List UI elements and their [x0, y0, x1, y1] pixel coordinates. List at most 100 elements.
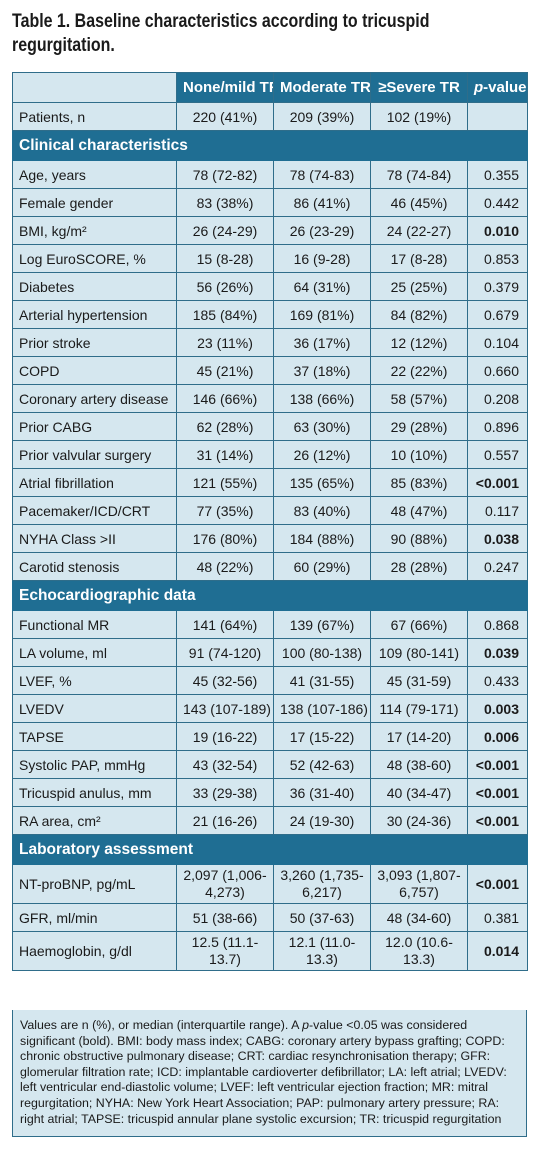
table-row: Systolic PAP, mmHg 43 (32-54) 52 (42-63) 48…	[12, 750, 528, 779]
table-row: RA area, cm² 21 (16-26) 24 (19-30) 30 (24-3…	[12, 806, 528, 835]
cell-severe: 24 (22-27)	[370, 216, 468, 245]
header-p-italic: p	[474, 79, 484, 96]
row-label: Pacemaker/ICD/CRT	[12, 496, 177, 525]
cell-moderate: 50 (37-63)	[273, 903, 371, 932]
clinical-section: Clinical characteristics Age, years 78 (7…	[12, 130, 528, 581]
cell-none-mild: 26 (24-29)	[176, 216, 274, 245]
cell-severe: 45 (31-59)	[370, 666, 468, 695]
cell-p-value: 0.381	[467, 903, 528, 932]
cell-moderate: 37 (18%)	[273, 356, 371, 385]
row-label: TAPSE	[12, 722, 177, 751]
cell-severe: 46 (45%)	[370, 188, 468, 217]
cell-moderate: 60 (29%)	[273, 552, 371, 581]
cell-moderate: 138 (66%)	[273, 384, 371, 413]
table-caption: Table 1. Baseline characteristics accord…	[12, 11, 430, 56]
row-label: NT-proBNP, pg/mL	[12, 864, 177, 904]
table-row: Coronary artery disease 146 (66%) 138 (66%…	[12, 384, 528, 413]
cell-moderate: 36 (31-40)	[273, 778, 371, 807]
cell-moderate: 63 (30%)	[273, 412, 371, 441]
cell-moderate: 16 (9-28)	[273, 244, 371, 273]
cell-none-mild: 91 (74-120)	[176, 638, 274, 667]
row-label: Tricuspid anulus, mm	[12, 778, 177, 807]
cell-moderate: 41 (31-55)	[273, 666, 371, 695]
cell-p-value: 0.557	[467, 440, 528, 469]
table-row: GFR, ml/min 51 (38-66) 50 (37-63) 48 (34-60…	[12, 903, 528, 932]
cell-none-mild: 19 (16-22)	[176, 722, 274, 751]
row-label: Log EuroSCORE, %	[12, 244, 177, 273]
header-severe-tr: ≥Severe TR	[370, 72, 468, 103]
cell-none-mild: 48 (22%)	[176, 552, 274, 581]
cell-p-value: 0.442	[467, 188, 528, 217]
cell-p-value: 0.355	[467, 160, 528, 189]
cell-none-mild: 12.5 (11.1-13.7)	[176, 931, 274, 971]
cell-none-mild: 45 (21%)	[176, 356, 274, 385]
cell-p-value: 0.433	[467, 666, 528, 695]
cell-none-mild: 43 (32-54)	[176, 750, 274, 779]
row-label: RA area, cm²	[12, 806, 177, 835]
cell-severe: 58 (57%)	[370, 384, 468, 413]
cell-p-value: 0.039	[467, 638, 528, 667]
row-label: Diabetes	[12, 272, 177, 301]
lab-section: Laboratory assessment NT-proBNP, pg/mL 2,…	[12, 834, 528, 971]
row-label: Systolic PAP, mmHg	[12, 750, 177, 779]
cell-p-value: 0.014	[467, 931, 528, 971]
table-footnote: Values are n (%), or median (interquarti…	[12, 1010, 527, 1138]
cell-moderate: 135 (65%)	[273, 468, 371, 497]
cell-severe: 29 (28%)	[370, 412, 468, 441]
table-row: Atrial fibrillation 121 (55%) 135 (65%) 85 …	[12, 468, 528, 497]
cell-none-mild: 51 (38-66)	[176, 903, 274, 932]
cell-severe: 48 (38-60)	[370, 750, 468, 779]
cell-p-value: 0.003	[467, 694, 528, 723]
cell-none-mild: 56 (26%)	[176, 272, 274, 301]
header-none-mild-tr: None/mild TR	[176, 72, 274, 103]
row-label: Patients, n	[12, 102, 177, 131]
cell-severe: 17 (14-20)	[370, 722, 468, 751]
cell-none-mild: 121 (55%)	[176, 468, 274, 497]
cell-p-value: 0.038	[467, 524, 528, 553]
cell-severe: 90 (88%)	[370, 524, 468, 553]
cell-p-value: 0.896	[467, 412, 528, 441]
cell-severe: 30 (24-36)	[370, 806, 468, 835]
cell-p-value: 0.379	[467, 272, 528, 301]
section-header: Laboratory assessment	[12, 834, 528, 865]
cell-p-value: 0.660	[467, 356, 528, 385]
cell-none-mild: 185 (84%)	[176, 300, 274, 329]
cell-severe: 10 (10%)	[370, 440, 468, 469]
table-row: Carotid stenosis 48 (22%) 60 (29%) 28 (28%)…	[12, 552, 528, 581]
cell-severe: 109 (80-141)	[370, 638, 468, 667]
table-row: Female gender 83 (38%) 86 (41%) 46 (45%) 0.4…	[12, 188, 528, 217]
table-row: Diabetes 56 (26%) 64 (31%) 25 (25%) 0.379	[12, 272, 528, 301]
cell-severe: 12.0 (10.6-13.3)	[370, 931, 468, 971]
cell-severe: 102 (19%)	[370, 102, 468, 131]
row-label: LVEDV	[12, 694, 177, 723]
header-p-value: p-value	[467, 72, 528, 103]
cell-moderate: 139 (67%)	[273, 610, 371, 639]
echo-section: Echocardiographic data Functional MR 141 …	[12, 580, 528, 835]
table-row: NYHA Class >II 176 (80%) 184 (88%) 90 (88%)…	[12, 524, 528, 553]
cell-moderate: 184 (88%)	[273, 524, 371, 553]
cell-p-value: 0.679	[467, 300, 528, 329]
cell-none-mild: 83 (38%)	[176, 188, 274, 217]
cell-severe: 22 (22%)	[370, 356, 468, 385]
cell-moderate: 100 (80-138)	[273, 638, 371, 667]
baseline-table: None/mild TR Moderate TR ≥Severe TR p-va…	[12, 72, 528, 971]
row-label: Haemoglobin, g/dl	[12, 931, 177, 971]
cell-p-value: 0.117	[467, 496, 528, 525]
cell-moderate: 24 (19-30)	[273, 806, 371, 835]
cell-severe: 48 (47%)	[370, 496, 468, 525]
footnote-p-italic: p	[302, 1018, 310, 1032]
table-row: TAPSE 19 (16-22) 17 (15-22) 17 (14-20) 0.006	[12, 722, 528, 751]
cell-severe: 84 (82%)	[370, 300, 468, 329]
cell-severe: 17 (8-28)	[370, 244, 468, 273]
row-label: Carotid stenosis	[12, 552, 177, 581]
cell-severe: 114 (79-171)	[370, 694, 468, 723]
row-label: GFR, ml/min	[12, 903, 177, 932]
cell-severe: 25 (25%)	[370, 272, 468, 301]
table-row: Arterial hypertension 185 (84%) 169 (81%) 8…	[12, 300, 528, 329]
table-row: Age, years 78 (72-82) 78 (74-83) 78 (74-84)…	[12, 160, 528, 189]
row-label: Functional MR	[12, 610, 177, 639]
cell-moderate: 36 (17%)	[273, 328, 371, 357]
row-label: Prior stroke	[12, 328, 177, 357]
table-row: Tricuspid anulus, mm 33 (29-38) 36 (31-40)…	[12, 778, 528, 807]
cell-moderate: 12.1 (11.0-13.3)	[273, 931, 371, 971]
